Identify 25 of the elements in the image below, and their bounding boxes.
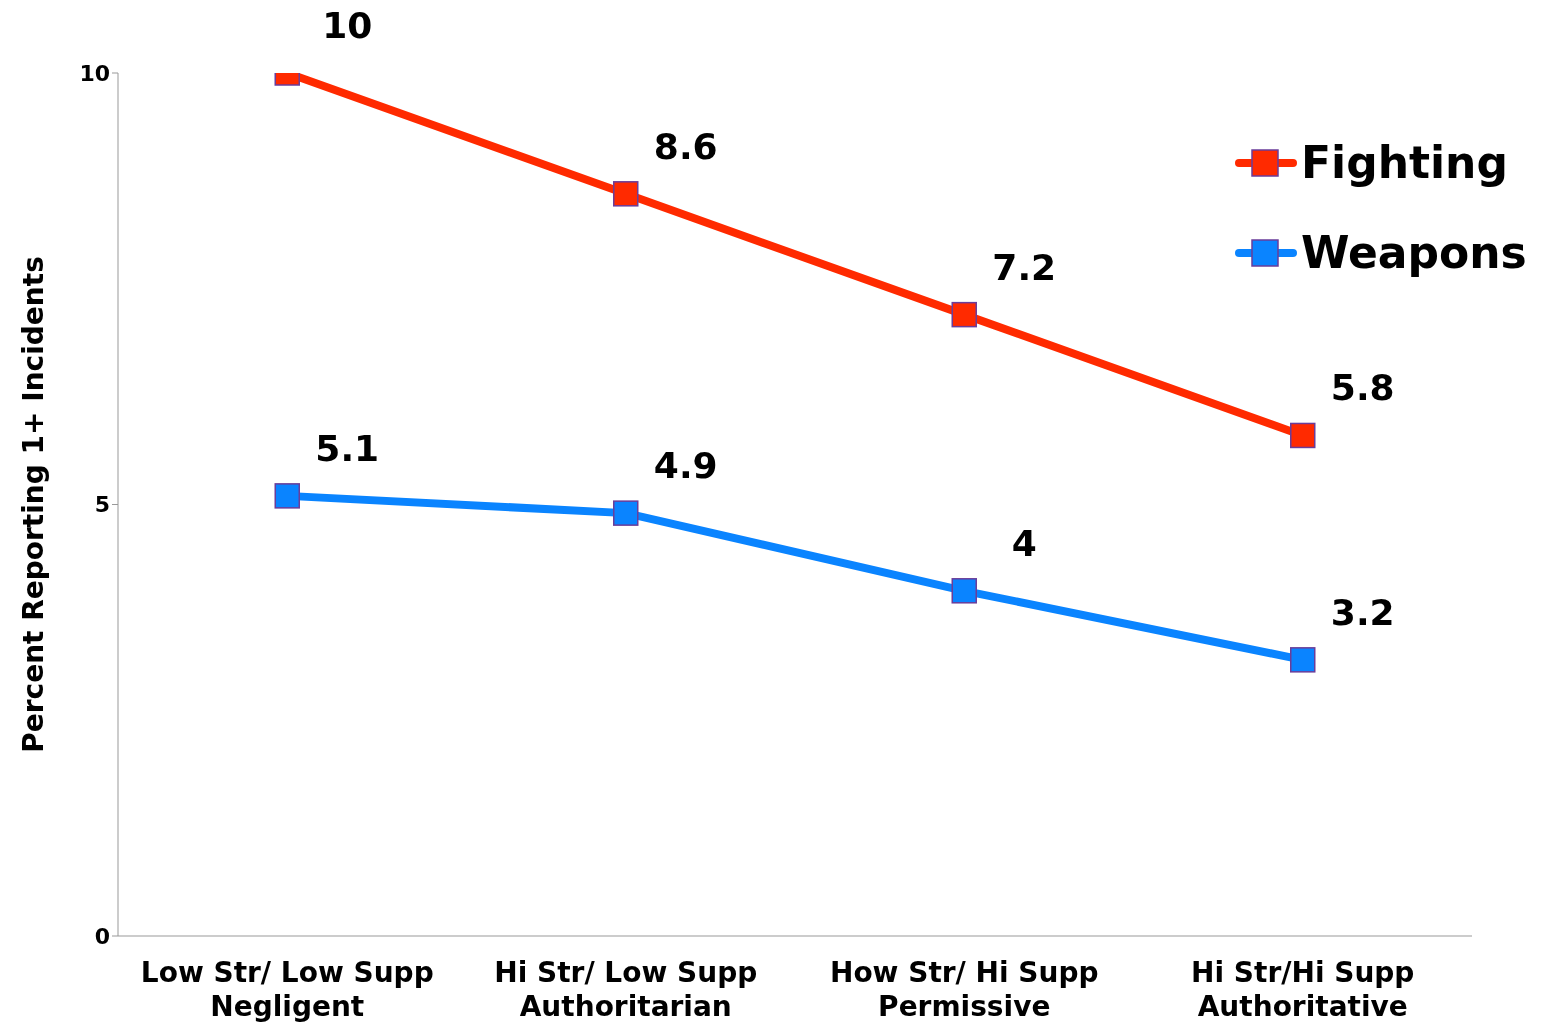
data-label: 3.2 [1330, 591, 1395, 633]
legend-label: Fighting [1301, 136, 1508, 190]
data-label: 8.6 [653, 125, 718, 167]
y-tick-label: 10 [79, 60, 110, 86]
x-tick-label: Hi Str/ Low Supp Authoritarian [494, 956, 758, 1023]
data-label: 4 [1011, 522, 1037, 564]
point [1290, 422, 1316, 449]
point [951, 301, 977, 328]
x-tick-label: Low Str/ Low Supp Negligent [140, 956, 434, 1023]
point [1290, 647, 1316, 673]
data-label: 4.9 [653, 445, 718, 487]
x-tick-label: Hi Str/Hi Supp Authoritative [1191, 956, 1415, 1023]
point [951, 578, 977, 604]
legend-label: Weapons [1301, 226, 1527, 280]
data-label: 10 [322, 5, 373, 46]
data-label: 7.2 [992, 246, 1057, 288]
point [274, 483, 300, 509]
y-tick-label: 0 [94, 923, 110, 949]
y-tick-label: 5 [94, 492, 110, 518]
data-label: 5.1 [315, 427, 380, 469]
point [613, 500, 639, 526]
x-tick-label: How Str/ Hi Supp Permissive [829, 956, 1099, 1023]
data-label: 5.8 [1330, 367, 1395, 409]
point [613, 181, 639, 207]
y-axis-title: Percent Reporting 1+ Incidents [16, 256, 50, 753]
